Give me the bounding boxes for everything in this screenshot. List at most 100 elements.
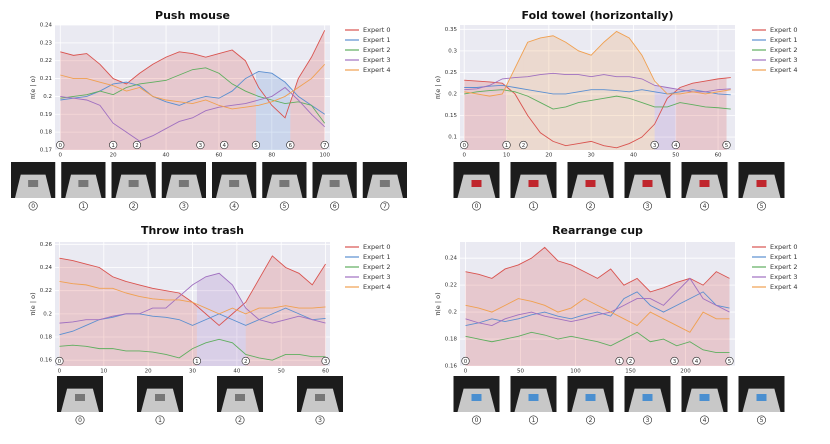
thumbnail-label: 4: [703, 203, 707, 210]
thumbnail-label: 1: [532, 417, 536, 424]
y-tick-label: 0.15: [445, 113, 458, 119]
series-line: [464, 72, 731, 93]
legend-label: Expert 1: [770, 253, 798, 261]
series-line: [464, 89, 731, 110]
x-tick-label: 10: [100, 369, 107, 375]
phase-shade: [113, 75, 137, 150]
thumbnail-marker: [471, 201, 481, 211]
series-line: [464, 30, 731, 97]
legend-label: Expert 0: [770, 243, 798, 251]
y-tick-label: 0.2: [43, 94, 52, 100]
step-label: 2: [244, 359, 248, 365]
phase-shade: [696, 271, 730, 366]
step-marker: [321, 356, 330, 366]
step-marker: [196, 140, 205, 150]
y-tick-label: 0.17: [40, 148, 53, 154]
y-tick-label: 0.22: [40, 58, 52, 64]
phase-shade: [200, 52, 225, 151]
thumbnail-marker: [699, 415, 709, 425]
thumbnail-label: 6: [333, 203, 337, 210]
x-tick-label: 40: [233, 369, 240, 375]
thumbnail-marker: [229, 201, 239, 211]
thumbnail-object: [178, 180, 189, 187]
step-label: 7: [323, 143, 327, 149]
x-tick-label: 20: [110, 153, 117, 159]
thumbnail-marker: [699, 201, 709, 211]
thumbnail-object: [75, 394, 85, 401]
legend-label: Expert 4: [363, 66, 391, 74]
y-tick-label: 0.18: [445, 337, 458, 343]
thumbnail-marker: [279, 201, 289, 211]
legend-label: Expert 4: [770, 283, 798, 291]
step-marker: [519, 140, 528, 150]
thumbnail-object: [699, 180, 710, 187]
thumbnail-marker: [78, 201, 88, 211]
step-marker: [109, 140, 118, 150]
thumbnail-label: 2: [132, 203, 136, 210]
phase-shade: [224, 50, 256, 150]
step-marker: [132, 140, 142, 150]
y-tick-label: 0.25: [445, 70, 458, 76]
step-label: 0: [462, 143, 466, 149]
thumbnail-label: 4: [703, 417, 707, 424]
thumbnail-object: [756, 180, 767, 187]
step-marker: [650, 140, 659, 150]
series-line: [59, 272, 326, 324]
step-label: 3: [199, 143, 203, 149]
thumbnail-object: [756, 394, 767, 401]
thumbnail-label: 1: [81, 203, 85, 210]
thumbnail-label: 2: [589, 417, 593, 424]
thumbnail-marker: [179, 201, 189, 211]
thumbnail-marker: [756, 415, 766, 425]
y-tick-label: 0.2: [448, 91, 457, 97]
series-line: [60, 86, 326, 142]
thumbnail-object: [699, 394, 710, 401]
thumbnail-object: [642, 180, 653, 187]
thumbnail-marker: [642, 201, 652, 211]
step-marker: [615, 356, 624, 366]
legend-label: Expert 3: [770, 56, 798, 64]
phase-shade: [59, 258, 197, 366]
legend-label: Expert 1: [770, 36, 798, 44]
thumbnail-object: [471, 394, 482, 401]
thumbnail-object: [128, 180, 139, 187]
y-tick-label: 0.16: [40, 358, 53, 364]
phase-shade: [630, 278, 675, 366]
step-marker: [56, 140, 65, 150]
thumbnail-object: [642, 394, 653, 401]
step-marker: [55, 356, 64, 366]
thumbnail-marker: [28, 201, 38, 211]
step-marker: [251, 140, 261, 150]
step-marker: [320, 140, 329, 150]
x-tick-label: 0: [58, 369, 62, 375]
x-tick-label: 80: [268, 153, 275, 159]
thumbnail-marker: [155, 415, 165, 425]
step-label: 0: [464, 359, 468, 365]
legend-label: Expert 3: [770, 273, 798, 281]
series-line: [464, 77, 731, 149]
chart-title: Throw into trash: [141, 224, 244, 237]
series-line: [60, 30, 326, 119]
x-tick-label: 20: [545, 153, 552, 159]
step-label: 0: [59, 143, 63, 149]
thumbnail-label: 0: [78, 417, 82, 424]
x-tick-label: 30: [588, 153, 595, 159]
thumbnail-marker: [642, 415, 652, 425]
legend-label: Expert 0: [363, 243, 391, 251]
phase-shade: [654, 85, 676, 150]
x-tick-label: 10: [503, 153, 510, 159]
x-tick-label: 30: [189, 369, 196, 375]
y-tick-label: 0.1: [448, 135, 457, 141]
y-tick-label: 0.2: [43, 311, 52, 317]
step-label: 5: [728, 359, 732, 365]
x-tick-label: 60: [715, 153, 722, 159]
step-label: 4: [674, 143, 678, 149]
step-marker: [502, 140, 511, 150]
thumbnail-label: 2: [589, 203, 593, 210]
thumbnail-marker: [528, 201, 538, 211]
x-tick-label: 60: [215, 153, 222, 159]
thumbnail-object: [528, 180, 539, 187]
series-line: [59, 338, 326, 361]
thumbnail-object: [229, 180, 240, 187]
